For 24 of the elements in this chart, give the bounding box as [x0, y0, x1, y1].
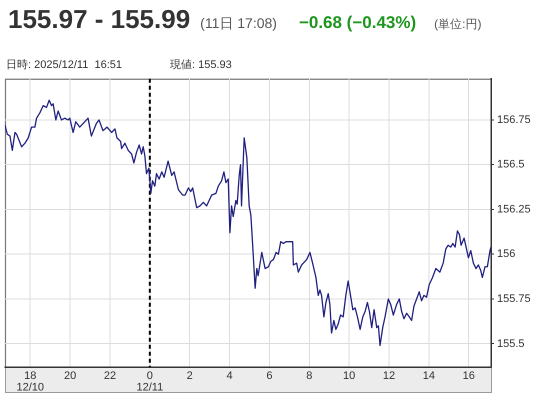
x-tick-label: 10	[343, 370, 356, 382]
y-tick-label: 155.5	[497, 338, 525, 350]
x-tick-label: 0 12/11	[136, 370, 164, 394]
x-tick-label: 18 12/10	[16, 370, 44, 394]
y-tick-label: 156.75	[497, 114, 531, 126]
y-tick-label: 155.75	[497, 293, 531, 306]
x-tick-label: 22	[104, 370, 116, 382]
x-tick-label: 8	[306, 370, 312, 382]
chart-subtitle: (11日 17:08)	[200, 15, 277, 33]
x-tick-label: 6	[266, 370, 272, 382]
x-tick-label: 20	[64, 370, 76, 382]
y-tick-label: 156.5	[497, 158, 525, 171]
x-tick-label: 2	[186, 370, 193, 382]
x-tick-label: 12	[382, 370, 396, 382]
y-tick-label: 156.25	[497, 203, 531, 216]
x-tick-label: 16	[462, 370, 475, 382]
text: 現値: 155.93	[170, 58, 232, 72]
x-tick-label: 14	[422, 370, 436, 382]
text: (単位:円)	[434, 16, 482, 33]
chart-title: 155.97 - 155.99	[8, 4, 190, 35]
text: 日時: 2025/12/11 16:51	[6, 58, 122, 72]
text: −0.68 (−0.43%)	[298, 13, 416, 33]
y-tick-label: 156	[497, 248, 516, 260]
x-tick-label: 4	[226, 370, 233, 382]
